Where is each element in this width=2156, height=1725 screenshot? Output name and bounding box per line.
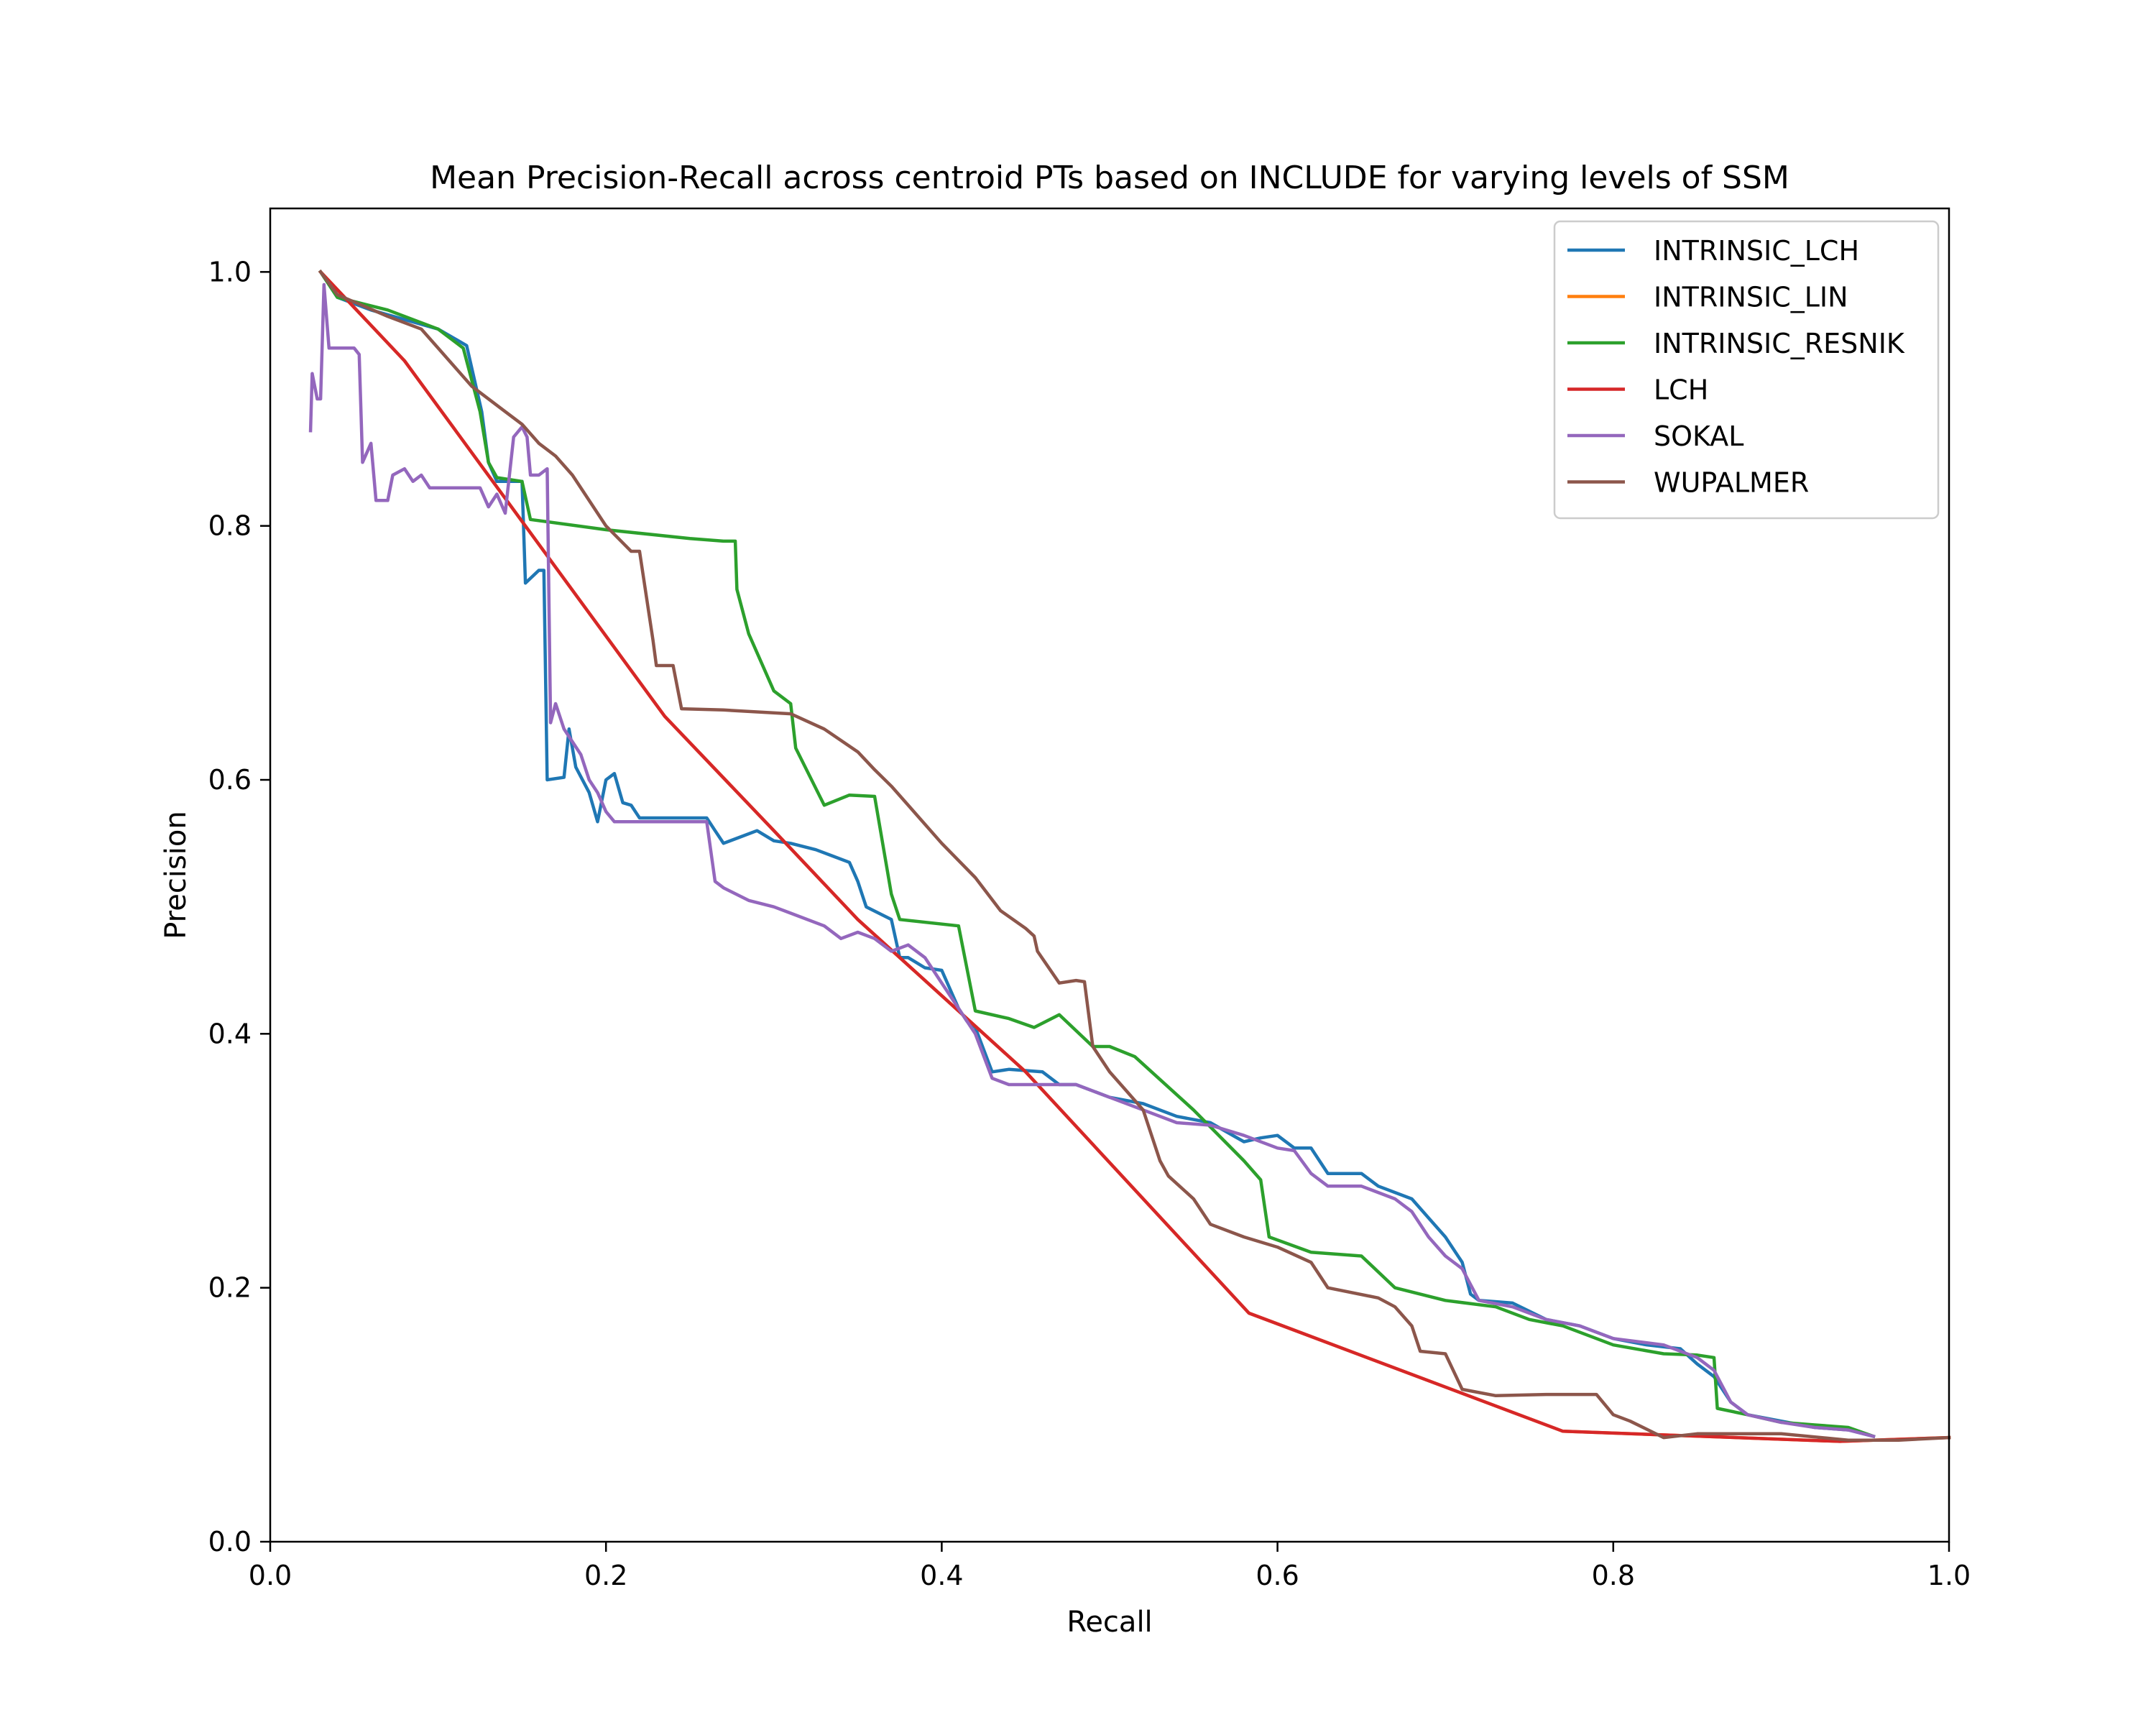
series-line-intrinsic-resnik [318, 270, 1876, 1439]
x-axis-label: Recall [1067, 1606, 1152, 1639]
y-axis-label: Precision [160, 811, 193, 939]
legend-box [1553, 220, 1940, 520]
y-axis: 0.0 0.2 0.4 0.6 0.8 1.0 [208, 256, 270, 1558]
legend-label: WUPALMER [1654, 467, 1809, 499]
x-tick-label: 0.6 [1256, 1560, 1299, 1591]
plot-frame [269, 207, 1950, 1543]
legend-label: SOKAL [1654, 420, 1743, 452]
series-line-sokal [308, 282, 1876, 1439]
y-tick-label: 0.2 [208, 1272, 252, 1304]
legend-label: INTRINSIC_RESNIK [1654, 328, 1905, 359]
series-line-wupalmer [318, 270, 1951, 1442]
legend-label: INTRINSIC_LIN [1654, 282, 1848, 313]
y-tick-label: 0.0 [208, 1526, 252, 1558]
legend-label: LCH [1654, 374, 1708, 406]
x-axis: 0.0 0.2 0.4 0.6 0.8 1.0 [249, 1542, 1971, 1591]
x-tick-label: 0.8 [1592, 1560, 1635, 1591]
x-tick-label: 0.0 [249, 1560, 292, 1591]
x-tick-label: 0.4 [920, 1560, 963, 1591]
chart-title: Mean Precision-Recall across centroid PT… [430, 160, 1789, 196]
series-line-intrinsic-lch [318, 270, 1876, 1439]
legend: INTRINSIC_LCH INTRINSIC_LIN INTRINSIC_RESN… [1553, 220, 1940, 520]
y-tick-label: 0.8 [208, 510, 252, 542]
plot-series [308, 270, 1951, 1443]
x-tick-label: 0.2 [584, 1560, 627, 1591]
y-tick-label: 0.6 [208, 764, 252, 796]
y-tick-label: 0.4 [208, 1018, 252, 1049]
x-tick-label: 1.0 [1927, 1560, 1971, 1591]
y-tick-label: 1.0 [208, 256, 252, 288]
legend-label: INTRINSIC_LCH [1654, 235, 1859, 267]
